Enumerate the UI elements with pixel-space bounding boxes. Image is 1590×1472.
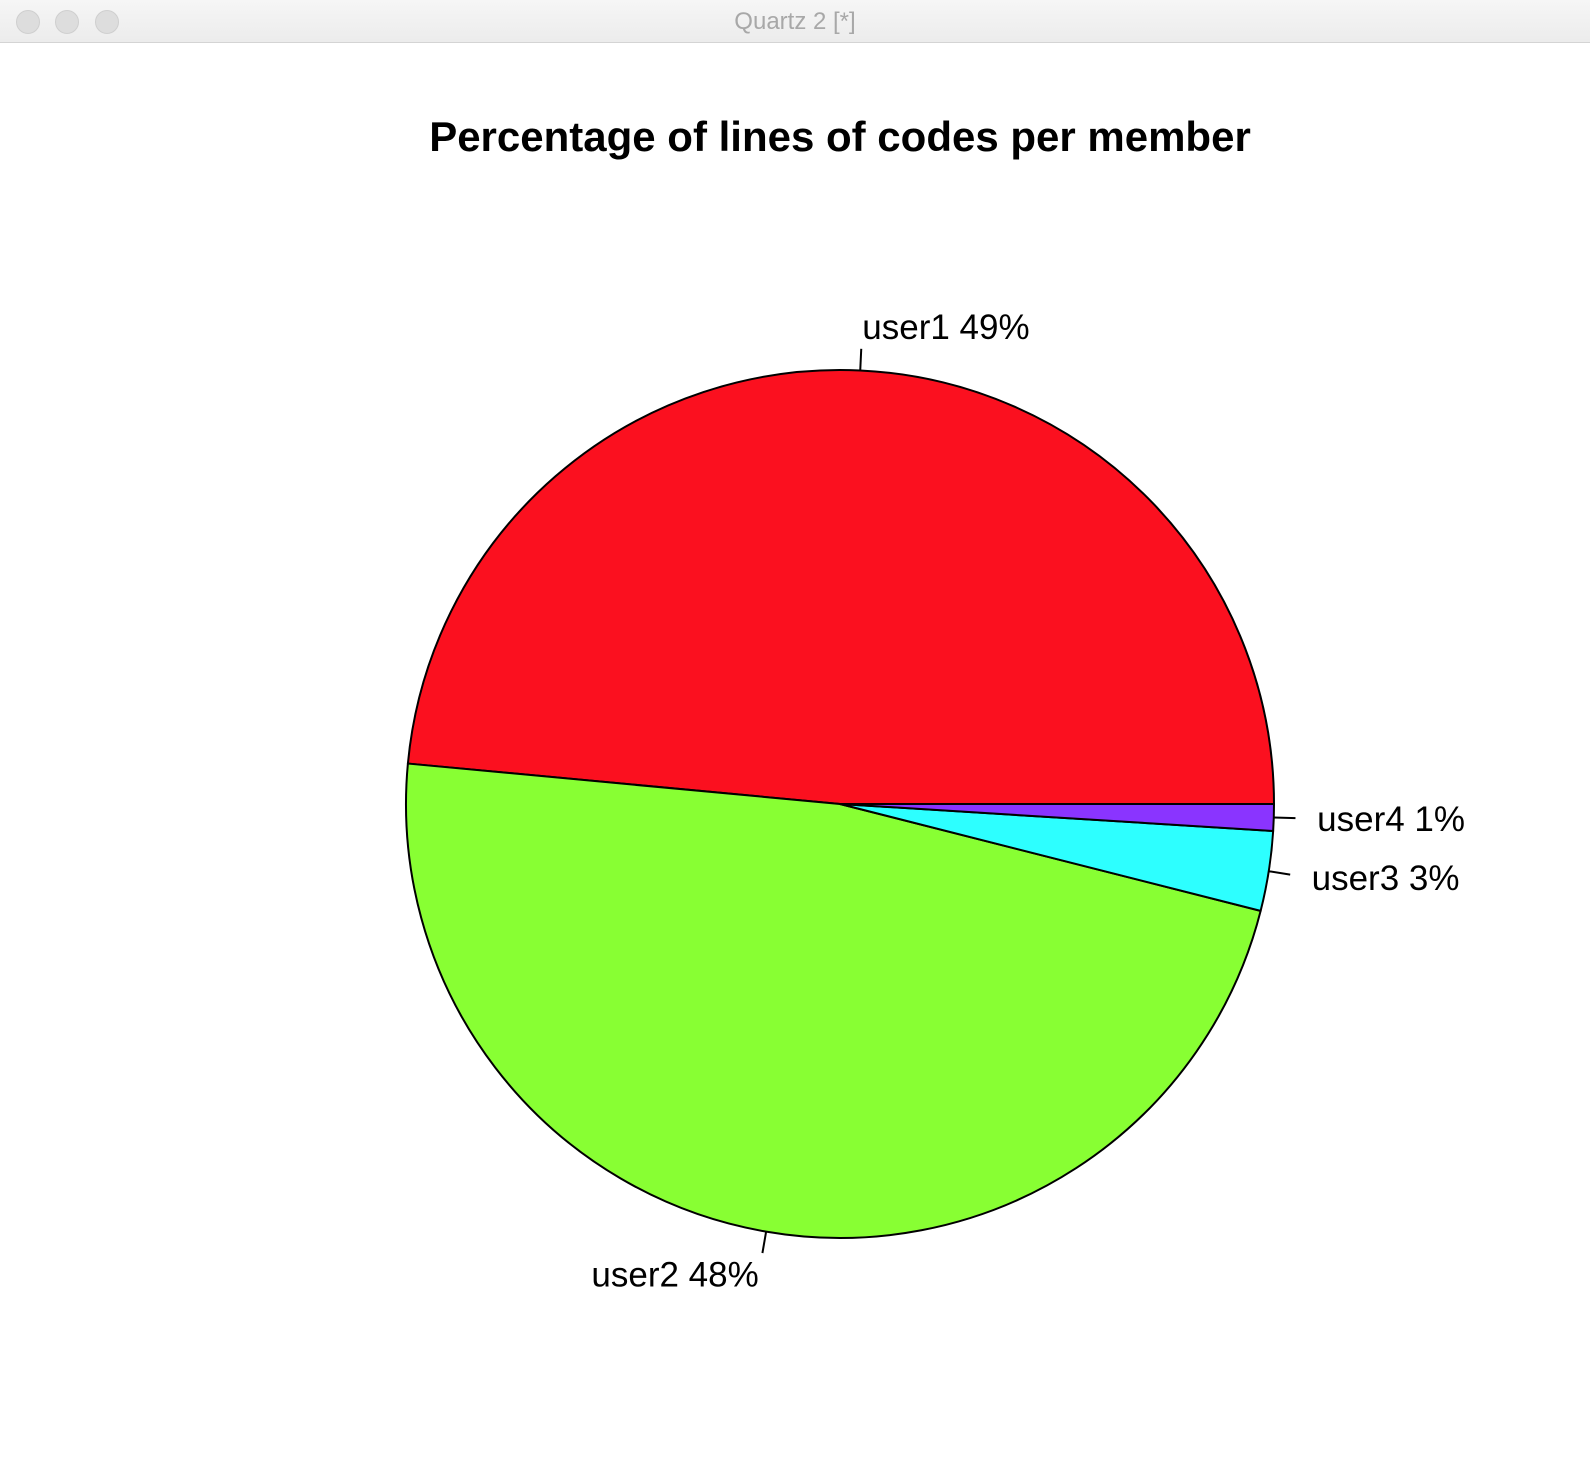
slice-label-user1: user1 49% xyxy=(862,308,1029,347)
label-ticks xyxy=(761,348,1296,1254)
label-tick-user4 xyxy=(1273,816,1296,820)
chart-title: Percentage of lines of codes per member xyxy=(429,113,1251,160)
window-title: Quartz 2 [*] xyxy=(734,8,856,35)
window-titlebar[interactable]: Quartz 2 [*] xyxy=(0,0,1590,43)
label-tick-user1 xyxy=(859,348,863,371)
slice-label-user4: user4 1% xyxy=(1317,800,1465,839)
pie-slice-user4 xyxy=(839,803,1275,832)
close-window-button[interactable] xyxy=(16,10,40,34)
plot-area: Percentage of lines of codes per member … xyxy=(0,43,1590,1472)
pie-slice-user2 xyxy=(405,762,1262,1239)
slice-label-user3: user3 3% xyxy=(1312,859,1460,898)
minimize-window-button[interactable] xyxy=(55,10,79,34)
label-tick-user3 xyxy=(1268,870,1291,876)
pie-slice-user1 xyxy=(406,369,1275,805)
slice-label-user2: user2 48% xyxy=(591,1255,758,1294)
slice-labels: user1 49% user2 48% user3 3% user4 1% xyxy=(591,308,1465,1294)
zoom-window-button[interactable] xyxy=(95,10,119,34)
pie-slices xyxy=(405,369,1275,1239)
label-tick-user2 xyxy=(761,1231,768,1254)
pie-chart: Percentage of lines of codes per member … xyxy=(405,113,1465,1294)
